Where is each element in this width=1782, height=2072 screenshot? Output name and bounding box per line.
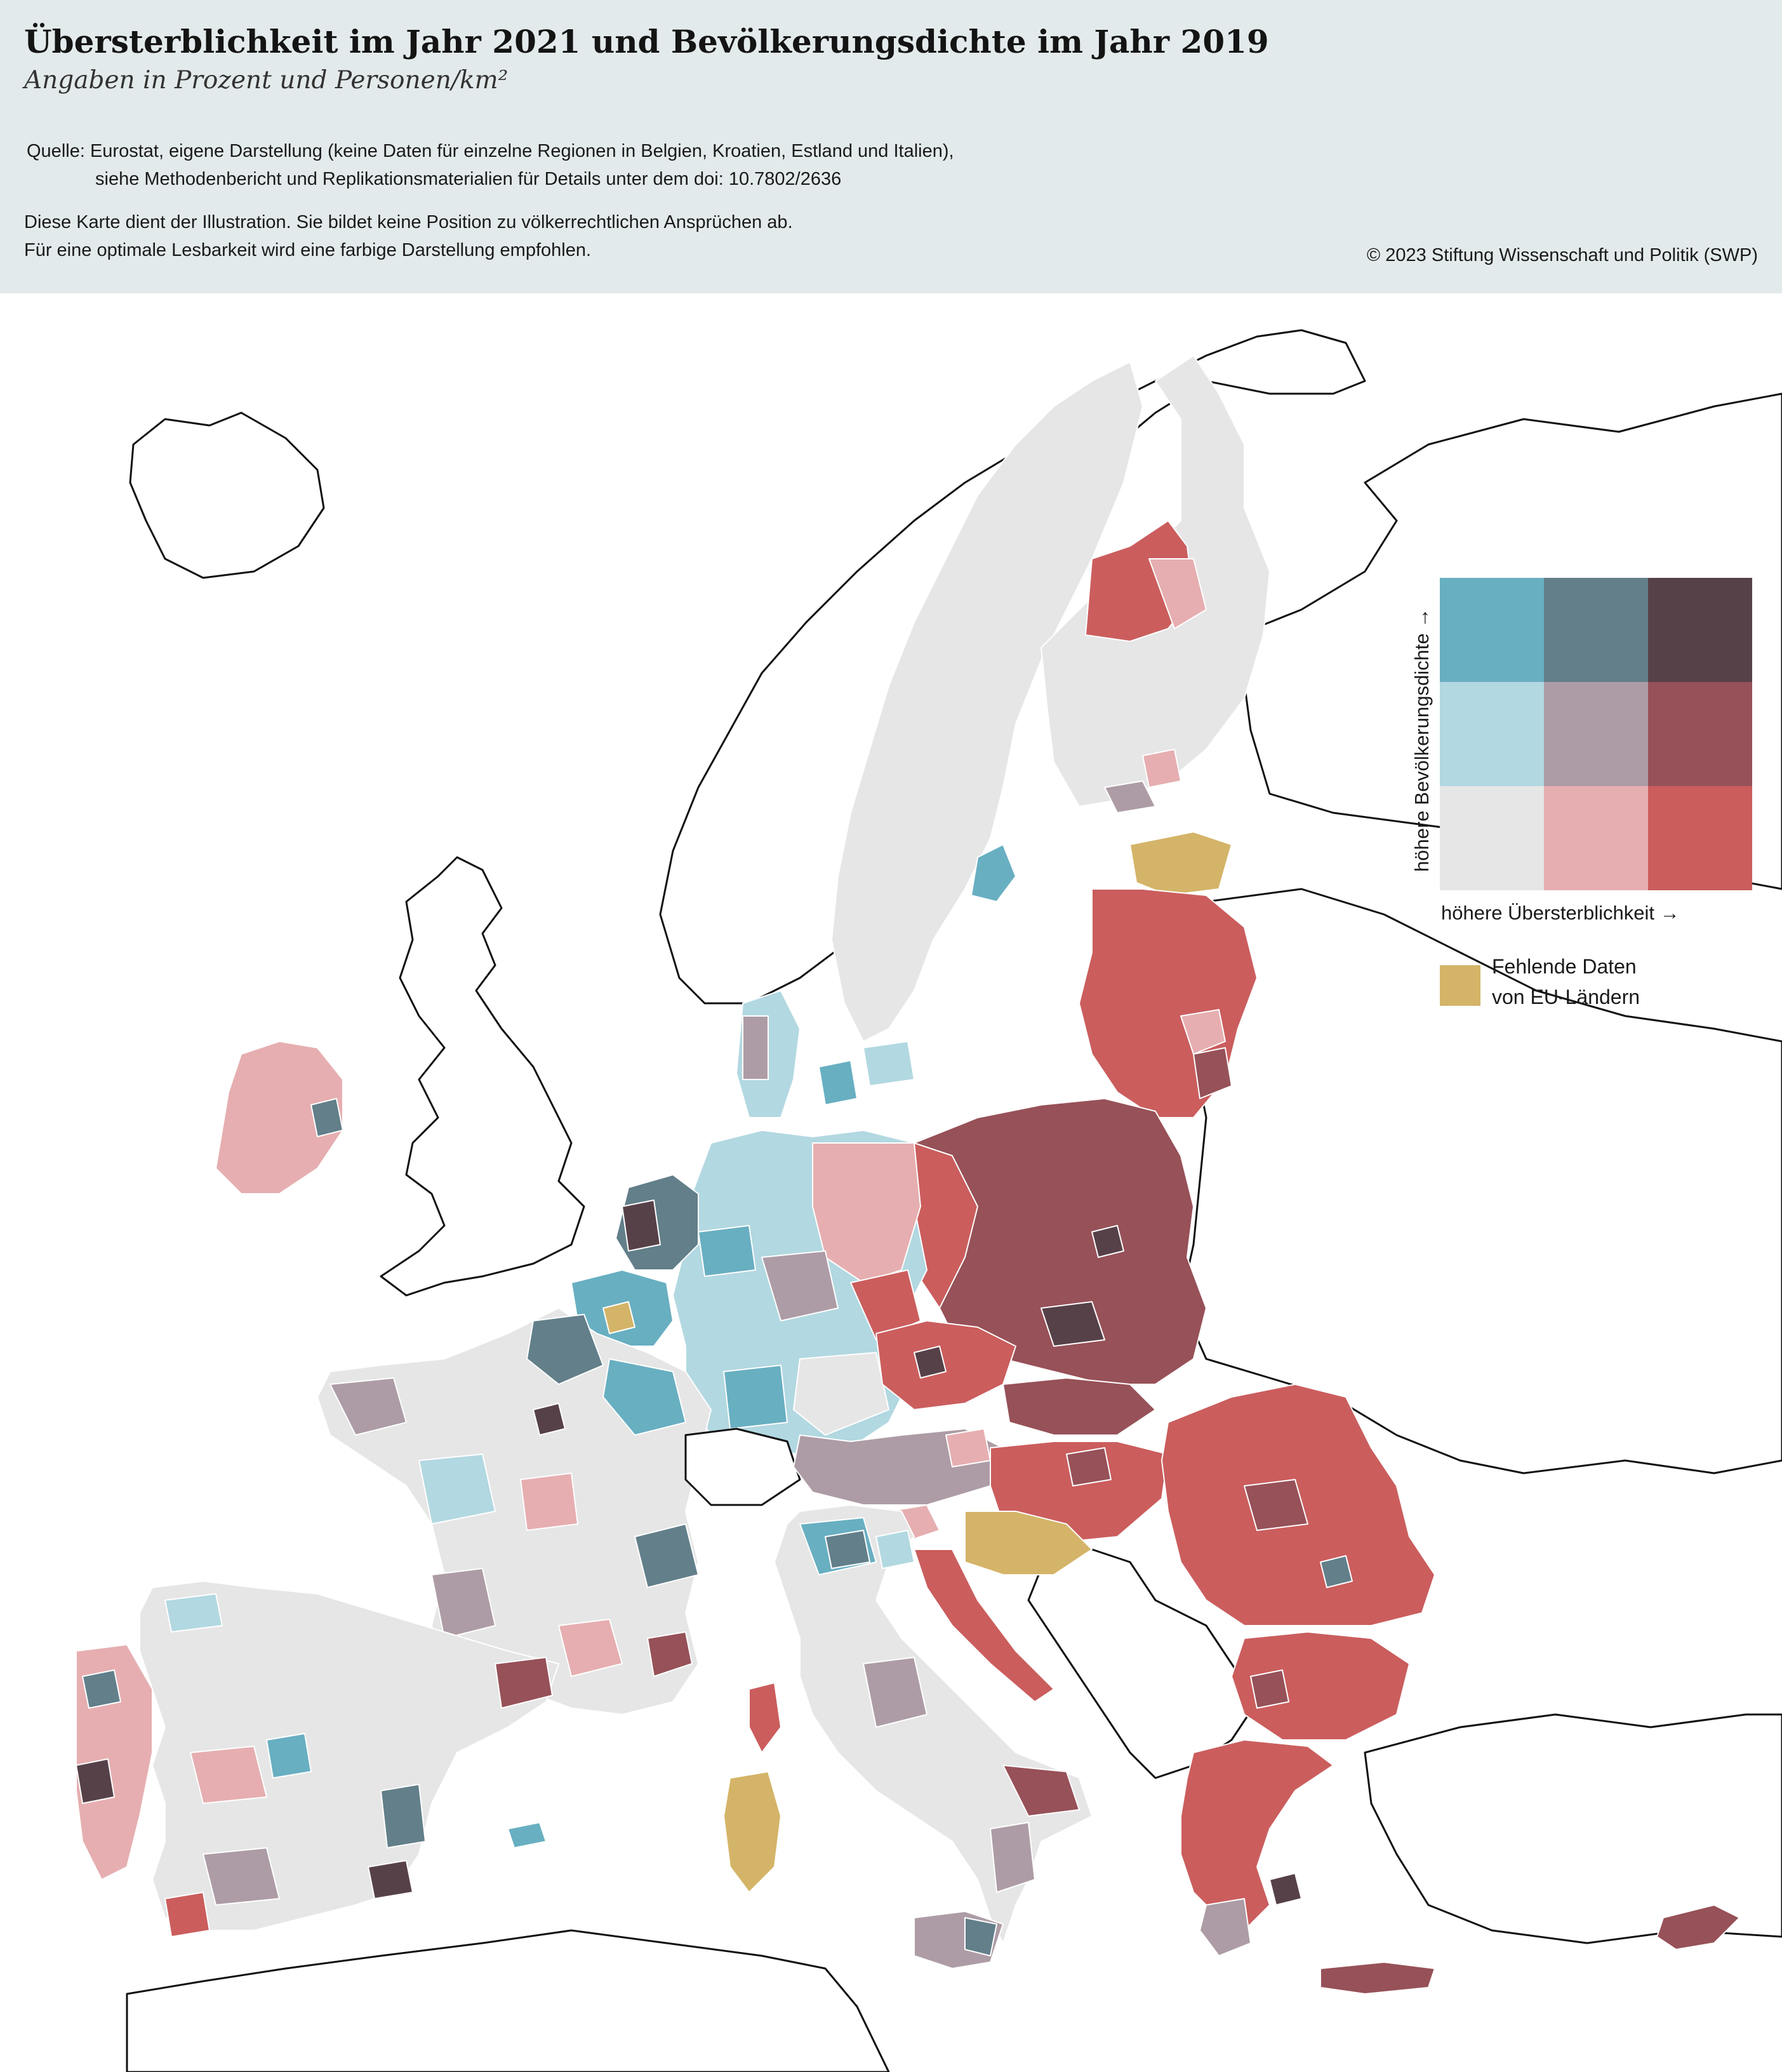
legend-x-axis-label: höhere Übersterblichkeit → [1441, 902, 1680, 924]
poland-warsaw [1091, 1225, 1124, 1258]
portugal-lisbon [76, 1758, 115, 1804]
france-paris [533, 1403, 566, 1436]
latvia-riga [1180, 1009, 1226, 1055]
poland-south [1041, 1301, 1105, 1347]
spain-cadiz [164, 1892, 210, 1937]
lithuania-vilnius [1193, 1047, 1232, 1099]
iceland [129, 411, 325, 579]
legend-cell-r1c0 [1440, 682, 1544, 786]
legend-cell-r2c0 [1440, 786, 1544, 890]
missing-data-swatch [1440, 965, 1480, 1006]
spain-center [190, 1746, 267, 1804]
finland-uusimaa [1142, 749, 1181, 788]
legend-cell-r0c0 [1440, 578, 1544, 682]
corsica [748, 1682, 781, 1753]
legend-y-axis-label: höhere Bevölkerungsdichte → [1411, 608, 1433, 872]
crete [1320, 1962, 1435, 1995]
north-africa [126, 1929, 890, 2072]
legend-cell-r1c2 [1648, 682, 1752, 786]
belgium-missing [602, 1301, 635, 1334]
czechia-prague [914, 1346, 947, 1379]
spain-north [164, 1593, 223, 1633]
missing-data-label-line-1: Fehlende Daten [1492, 955, 1637, 978]
denmark-zealand [818, 1060, 858, 1106]
great-britain [380, 856, 585, 1297]
bulgaria [1231, 1631, 1410, 1741]
finland-north [1148, 558, 1207, 629]
legend-cell-r0c2 [1648, 578, 1752, 682]
portugal-porto [82, 1669, 121, 1709]
italy-center [863, 1657, 928, 1728]
france-northeast [602, 1358, 686, 1436]
spain-andalusia [203, 1847, 280, 1906]
germany-ruhr [698, 1225, 756, 1277]
france-west [418, 1454, 496, 1525]
non-eu-east [1180, 888, 1782, 1474]
romania-center [1244, 1479, 1308, 1531]
italy-lombardy [825, 1530, 870, 1569]
croatia-coast [914, 1549, 1054, 1702]
france-alps [634, 1523, 699, 1588]
italy-calabria [990, 1822, 1035, 1893]
legend-cell-r2c2 [1648, 786, 1752, 890]
greece [1180, 1739, 1334, 1931]
france-south [558, 1619, 623, 1677]
copyright-text: © 2023 Stiftung Wissenschaft und Politik… [1366, 245, 1758, 265]
greece-peloponnese [1199, 1898, 1251, 1956]
header-panel: Übersterblichkeit im Jahr 2021 und Bevöl… [0, 0, 1782, 293]
sardinia [723, 1771, 781, 1893]
germany-saxony [850, 1269, 921, 1340]
france-brittany [329, 1377, 407, 1436]
finland-south [1104, 780, 1156, 813]
germany-center [761, 1250, 839, 1321]
sweden-skane [863, 1041, 915, 1086]
denmark-west [742, 1015, 769, 1080]
greece-athens [1269, 1873, 1302, 1906]
austria-vienna [945, 1428, 991, 1467]
europe-map [76, 329, 1782, 2072]
legend-cell-r0c1 [1544, 578, 1648, 682]
germany-bavaria [793, 1352, 889, 1436]
france-southwest [431, 1568, 496, 1639]
map-title: Übersterblichkeit im Jahr 2021 und Bevöl… [24, 23, 1269, 60]
france-center [520, 1473, 578, 1531]
switzerland [684, 1427, 801, 1506]
mallorca [507, 1822, 547, 1848]
sicily-east [964, 1917, 997, 1956]
missing-data-label-line-2: von EU-Ländern [1492, 986, 1640, 1008]
bulgaria-sofia [1250, 1669, 1289, 1709]
map-subtitle: Angaben in Prozent und Personen/km² [24, 66, 509, 95]
disclaimer-line-2: Für eine optimale Lesbarkeit wird eine f… [24, 240, 592, 260]
ireland [215, 1041, 343, 1194]
croatia [964, 1511, 1093, 1575]
italy-veneto [875, 1530, 915, 1569]
source-text-line-1: Quelle: Eurostat, eigene Darstellung (ke… [27, 141, 954, 161]
france-riviera [647, 1631, 693, 1677]
disclaimer-line-1: Diese Karte dient der Illustration. Sie … [24, 212, 793, 232]
france-north [526, 1314, 604, 1385]
spain-madrid [266, 1733, 312, 1779]
ireland-dublin [310, 1098, 343, 1137]
legend-cell-r2c1 [1544, 786, 1648, 890]
non-eu-balkans [1027, 1548, 1258, 1779]
cyprus [1656, 1904, 1740, 1950]
spain-catalonia [495, 1657, 553, 1709]
legend-cell-r1c1 [1544, 682, 1648, 786]
spain-murcia [368, 1860, 413, 1899]
non-eu-turkey [1364, 1713, 1782, 1944]
estonia [1129, 831, 1232, 896]
bivariate-legend: höhere Bevölkerungsdichte → höhere Übers… [1390, 559, 1771, 1041]
bivariate-color-grid [1440, 578, 1752, 890]
slovakia [1002, 1377, 1156, 1436]
netherlands-randstad [622, 1200, 661, 1252]
source-text-line-2: siehe Methodenbericht und Replikationsma… [95, 169, 842, 189]
germany-baden [723, 1365, 788, 1429]
sweden [831, 361, 1143, 1042]
romania-bucharest [1320, 1555, 1353, 1588]
sweden-stockholm [971, 844, 1016, 902]
italy-south [1002, 1765, 1080, 1817]
spain-valencia [380, 1784, 426, 1848]
hungary-budapest [1066, 1447, 1112, 1487]
